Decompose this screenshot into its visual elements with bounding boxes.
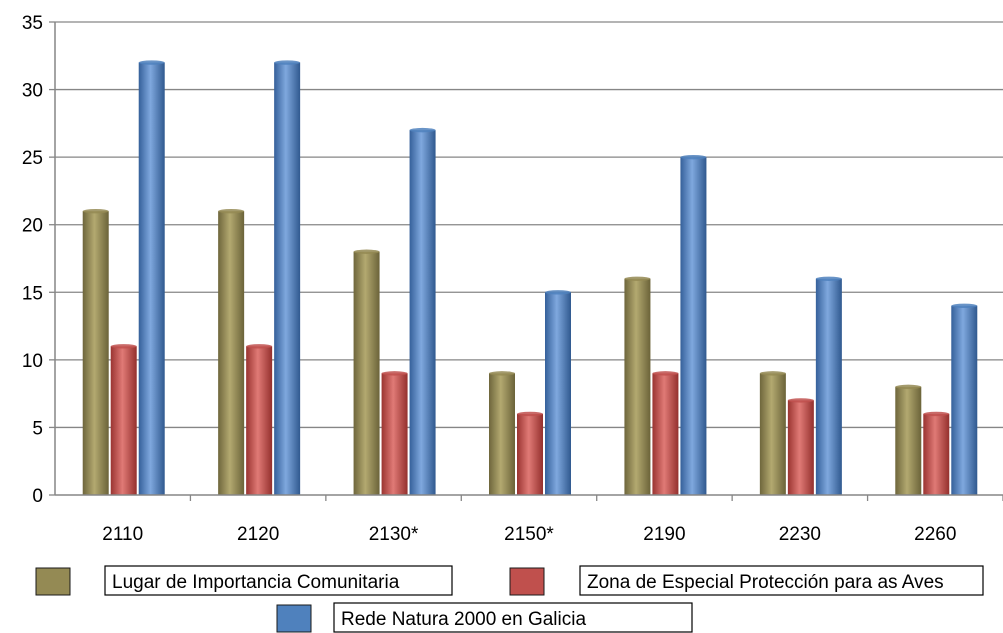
bar-cap — [517, 411, 543, 417]
bar — [82, 211, 109, 495]
axes — [49, 21, 1003, 501]
x-tick-label: 2190 — [643, 524, 685, 545]
legend: Lugar de Importancia Comunitaria Zona de … — [35, 565, 984, 633]
bar-cap — [218, 209, 245, 214]
legend-swatch — [509, 567, 545, 596]
bar-cap — [759, 371, 786, 376]
x-tick-label: 2130* — [369, 524, 419, 545]
gridlines — [55, 21, 1003, 429]
bar — [951, 305, 978, 495]
bar-cap — [951, 303, 978, 308]
bar-cap — [409, 127, 436, 133]
bar-cap — [82, 209, 109, 214]
bar — [409, 130, 436, 495]
bar-cap — [381, 371, 408, 376]
bar — [815, 278, 842, 495]
legend-label-box — [579, 565, 984, 596]
bar-cap — [489, 371, 515, 376]
bar-cap — [110, 344, 137, 349]
bar-cap — [624, 276, 651, 281]
bar-cap — [246, 344, 273, 349]
legend-label: Lugar de Importancia Comunitaria — [112, 572, 400, 593]
x-tick-label: 2230 — [779, 524, 821, 545]
y-tick-label: 35 — [22, 13, 43, 34]
bar-cap — [680, 154, 707, 160]
legend-label-box — [333, 602, 693, 633]
y-tick-label: 25 — [22, 148, 43, 169]
labels: 0 5 10 15 20 25 30 35 2110 2120 2130* 2150* 2190 2230… — [22, 13, 957, 545]
bar-cap — [274, 60, 301, 65]
legend-label: Zona de Especial Protección para as Aves — [587, 572, 944, 593]
bar — [624, 278, 651, 495]
y-tick-label: 15 — [22, 283, 43, 304]
bar — [652, 373, 679, 495]
bar — [895, 386, 922, 495]
bar — [110, 346, 137, 495]
x-tick-label: 2120 — [237, 524, 279, 545]
bar — [787, 400, 814, 495]
legend-swatch — [35, 567, 71, 596]
bar — [545, 292, 571, 495]
bars — [82, 60, 978, 496]
bar-cap — [353, 249, 380, 254]
x-tick-label: 2260 — [914, 524, 956, 545]
bar-cap — [138, 60, 165, 65]
x-tick-label: 2150* — [504, 524, 554, 545]
bar — [246, 346, 273, 495]
bar-cap — [923, 411, 950, 417]
bar — [759, 373, 786, 495]
y-tick-label: 20 — [22, 216, 43, 237]
y-tick-label: 10 — [22, 351, 43, 372]
bar — [489, 373, 515, 495]
y-tick-label: 30 — [22, 81, 43, 102]
y-tick-label: 5 — [32, 418, 43, 439]
y-tick-label: 0 — [32, 486, 43, 507]
bar — [138, 62, 165, 496]
bar — [353, 251, 380, 495]
bar — [381, 373, 408, 495]
bar-cap — [787, 398, 814, 403]
legend-swatch — [276, 604, 312, 633]
legend-label: Rede Natura 2000 en Galicia — [341, 609, 586, 630]
bar-cap — [545, 290, 571, 295]
bar — [680, 157, 707, 495]
bar-cap — [815, 276, 842, 281]
x-tick-label: 2110 — [102, 524, 143, 545]
bar — [218, 211, 245, 495]
bar — [274, 62, 301, 496]
legend-label-box — [104, 565, 453, 596]
bar — [923, 413, 950, 495]
bar-cap — [652, 371, 679, 376]
bar-cap — [895, 384, 922, 390]
bar — [517, 413, 543, 495]
